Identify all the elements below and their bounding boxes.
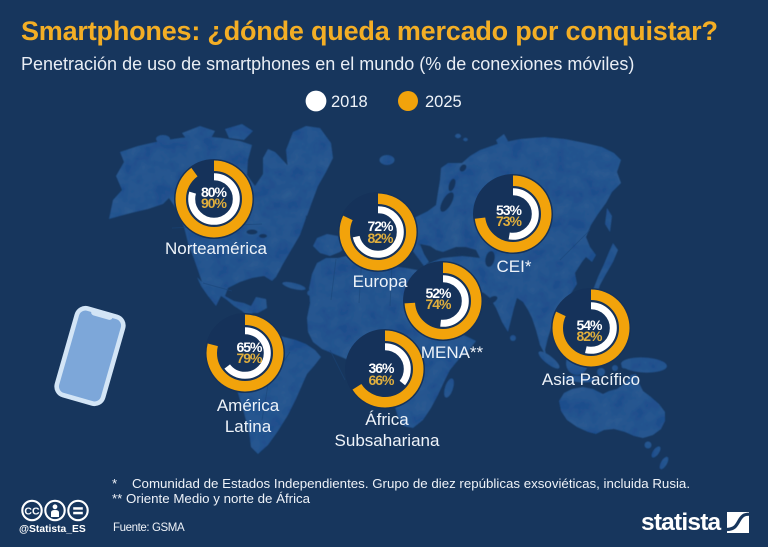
svg-text:CC: CC	[24, 506, 40, 518]
